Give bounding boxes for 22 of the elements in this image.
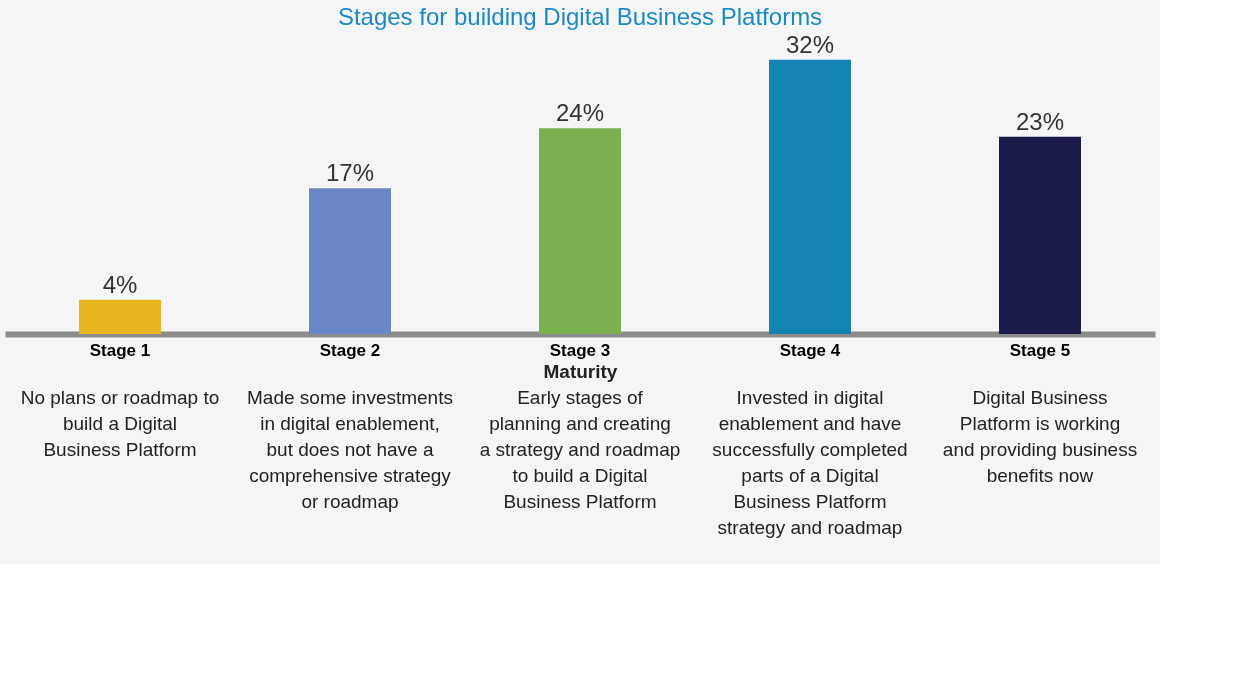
- data-label: 32%: [785, 30, 835, 58]
- data-label: 4%: [102, 270, 138, 298]
- x-tick-label: Stage 4: [779, 340, 841, 360]
- bar: [309, 188, 391, 334]
- data-label: 23%: [1015, 107, 1065, 135]
- bar: [769, 59, 851, 334]
- data-label: 24%: [555, 99, 605, 127]
- x-tick-label: Stage 5: [1009, 340, 1071, 360]
- bar: [999, 136, 1081, 334]
- text: Invested in digital enablement and have successfully completed parts of a Digital Business Platform strategy and roadmap: [712, 387, 908, 538]
- text: Digital Business Platform is working and providing business benefits now: [942, 387, 1138, 486]
- text: No plans or roadmap to build a Digital Business Platform: [20, 387, 220, 460]
- x-tick-label: Stage 1: [89, 340, 151, 360]
- x-axis-title: Maturity: [543, 360, 618, 382]
- text: Made some investments in digital enablement, but does not have a comprehensive strategy or roadmap: [247, 387, 453, 512]
- bar: [539, 128, 621, 334]
- x-tick-label: Stage 3: [549, 340, 611, 360]
- x-tick-label: Stage 2: [319, 340, 381, 360]
- chart-title: Stages for building Digital Business Platforms: [337, 2, 823, 30]
- text: Early stages of planning and creating a strategy and roadmap to build a Digital Business Platform: [479, 387, 681, 512]
- data-label: 17%: [325, 159, 375, 187]
- bar: [79, 299, 161, 334]
